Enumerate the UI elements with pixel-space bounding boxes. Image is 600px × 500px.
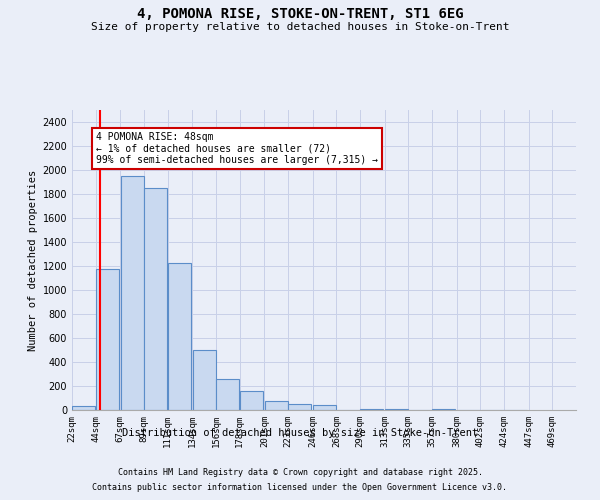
Text: Contains HM Land Registry data © Crown copyright and database right 2025.: Contains HM Land Registry data © Crown c… xyxy=(118,468,482,477)
Bar xyxy=(216,379,239,410)
Bar xyxy=(144,188,167,410)
Bar xyxy=(288,404,311,410)
Bar xyxy=(265,401,288,410)
Bar xyxy=(193,350,216,410)
Bar xyxy=(240,391,263,410)
Text: Contains public sector information licensed under the Open Government Licence v3: Contains public sector information licen… xyxy=(92,483,508,492)
Text: Distribution of detached houses by size in Stoke-on-Trent: Distribution of detached houses by size … xyxy=(122,428,478,438)
Text: Size of property relative to detached houses in Stoke-on-Trent: Size of property relative to detached ho… xyxy=(91,22,509,32)
Bar xyxy=(96,269,119,410)
Text: 4, POMONA RISE, STOKE-ON-TRENT, ST1 6EG: 4, POMONA RISE, STOKE-ON-TRENT, ST1 6EG xyxy=(137,8,463,22)
Bar xyxy=(313,405,336,410)
Bar xyxy=(72,406,95,410)
Text: 4 POMONA RISE: 48sqm
← 1% of detached houses are smaller (72)
99% of semi-detach: 4 POMONA RISE: 48sqm ← 1% of detached ho… xyxy=(95,132,377,165)
Bar xyxy=(121,176,144,410)
Y-axis label: Number of detached properties: Number of detached properties xyxy=(28,170,38,350)
Bar xyxy=(360,409,383,410)
Bar xyxy=(168,263,191,410)
